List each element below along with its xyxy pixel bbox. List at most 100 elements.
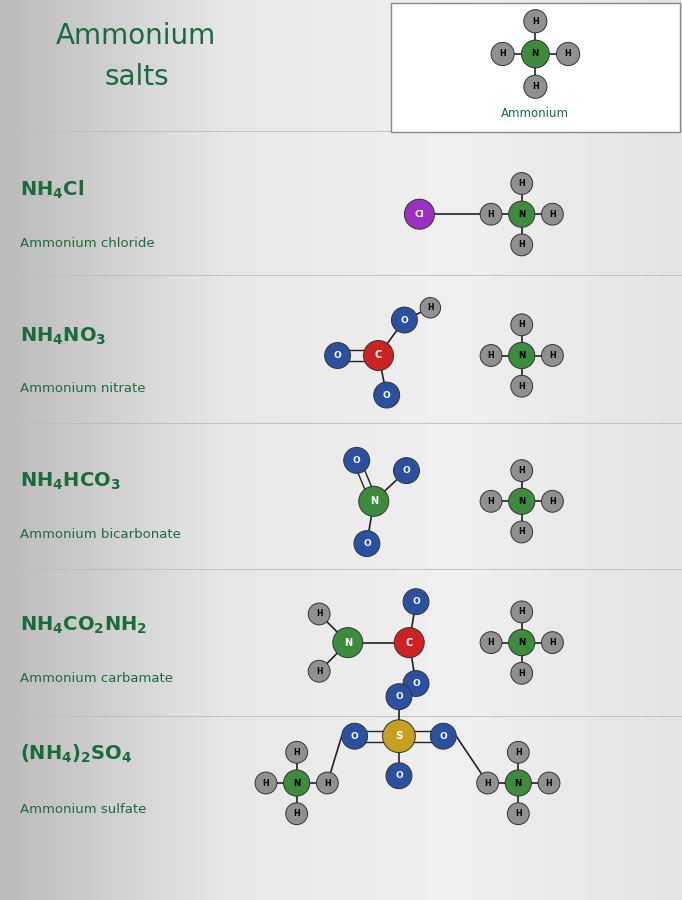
Ellipse shape — [430, 724, 456, 749]
Text: S: S — [396, 731, 402, 742]
Text: N: N — [370, 496, 378, 507]
Ellipse shape — [286, 803, 308, 824]
Text: H: H — [518, 669, 525, 678]
Text: Ammonium sulfate: Ammonium sulfate — [20, 803, 147, 815]
Ellipse shape — [509, 488, 535, 515]
Text: H: H — [518, 382, 525, 391]
Ellipse shape — [391, 307, 417, 333]
Text: H: H — [518, 240, 525, 249]
Text: Cl: Cl — [415, 210, 424, 219]
Text: O: O — [353, 456, 361, 465]
Text: O: O — [412, 679, 420, 688]
Ellipse shape — [359, 486, 389, 517]
Text: Ammonium: Ammonium — [57, 22, 216, 50]
Text: H: H — [565, 50, 572, 58]
Text: O: O — [333, 351, 342, 360]
Text: H: H — [549, 210, 556, 219]
Text: H: H — [293, 748, 300, 757]
Text: salts: salts — [104, 63, 168, 91]
Text: O: O — [383, 391, 391, 400]
Ellipse shape — [507, 742, 529, 763]
Ellipse shape — [286, 742, 308, 763]
Ellipse shape — [480, 491, 502, 512]
Ellipse shape — [394, 458, 419, 483]
Ellipse shape — [524, 10, 547, 33]
Ellipse shape — [538, 772, 560, 794]
Ellipse shape — [557, 42, 580, 66]
Text: $\mathbf{NH_4CO_2NH_2}$: $\mathbf{NH_4CO_2NH_2}$ — [20, 615, 148, 636]
Ellipse shape — [344, 447, 370, 473]
Ellipse shape — [542, 632, 563, 653]
Ellipse shape — [308, 661, 330, 682]
Text: O: O — [402, 466, 411, 475]
Text: H: H — [316, 609, 323, 618]
Text: $\mathbf{NH_4Cl}$: $\mathbf{NH_4Cl}$ — [20, 178, 85, 201]
Ellipse shape — [511, 234, 533, 256]
Text: N: N — [518, 638, 525, 647]
Text: N: N — [518, 351, 525, 360]
Text: H: H — [518, 466, 525, 475]
Ellipse shape — [542, 203, 563, 225]
Ellipse shape — [383, 720, 415, 752]
Ellipse shape — [403, 670, 429, 697]
Text: N: N — [518, 210, 525, 219]
Text: H: H — [518, 608, 525, 616]
Ellipse shape — [511, 601, 533, 623]
Ellipse shape — [524, 75, 547, 98]
Text: O: O — [351, 732, 359, 741]
Ellipse shape — [511, 314, 533, 336]
Ellipse shape — [480, 203, 502, 225]
Text: N: N — [515, 778, 522, 788]
Text: O: O — [363, 539, 371, 548]
Text: H: H — [515, 748, 522, 757]
Text: H: H — [549, 497, 556, 506]
Text: O: O — [395, 692, 403, 701]
Text: H: H — [546, 778, 552, 788]
Ellipse shape — [333, 627, 363, 658]
Text: H: H — [549, 638, 556, 647]
Text: H: H — [532, 82, 539, 91]
Ellipse shape — [511, 521, 533, 543]
Text: O: O — [412, 598, 420, 607]
Text: C: C — [406, 637, 413, 648]
Ellipse shape — [480, 632, 502, 653]
Text: H: H — [263, 778, 269, 788]
Text: C: C — [375, 350, 382, 361]
Text: H: H — [324, 778, 331, 788]
Ellipse shape — [255, 772, 277, 794]
Ellipse shape — [509, 342, 535, 369]
Text: Ammonium: Ammonium — [501, 107, 569, 120]
Text: H: H — [499, 50, 506, 58]
Text: H: H — [518, 320, 525, 329]
Text: O: O — [395, 771, 403, 780]
Text: $\mathbf{NH_4HCO_3}$: $\mathbf{NH_4HCO_3}$ — [20, 471, 121, 492]
Ellipse shape — [511, 173, 533, 194]
Text: N: N — [532, 50, 539, 58]
Text: N: N — [293, 778, 300, 788]
Ellipse shape — [403, 589, 429, 615]
Text: H: H — [488, 638, 494, 647]
Text: Ammonium carbamate: Ammonium carbamate — [20, 672, 173, 685]
Text: Ammonium bicarbonate: Ammonium bicarbonate — [20, 528, 181, 541]
Ellipse shape — [308, 603, 330, 625]
Ellipse shape — [342, 724, 368, 749]
Ellipse shape — [404, 199, 434, 230]
Ellipse shape — [386, 684, 412, 709]
Text: H: H — [316, 667, 323, 676]
Text: O: O — [400, 316, 409, 325]
Text: $\mathbf{(NH_4)_2SO_4}$: $\mathbf{(NH_4)_2SO_4}$ — [20, 742, 133, 765]
Ellipse shape — [522, 40, 549, 68]
Ellipse shape — [509, 629, 535, 656]
Text: H: H — [518, 179, 525, 188]
Text: H: H — [488, 210, 494, 219]
Ellipse shape — [325, 343, 351, 368]
Ellipse shape — [284, 770, 310, 796]
Ellipse shape — [364, 340, 394, 371]
Ellipse shape — [394, 627, 424, 658]
Ellipse shape — [511, 662, 533, 684]
Text: O: O — [439, 732, 447, 741]
Ellipse shape — [511, 375, 533, 397]
Text: H: H — [518, 527, 525, 536]
Text: H: H — [549, 351, 556, 360]
Ellipse shape — [316, 772, 338, 794]
